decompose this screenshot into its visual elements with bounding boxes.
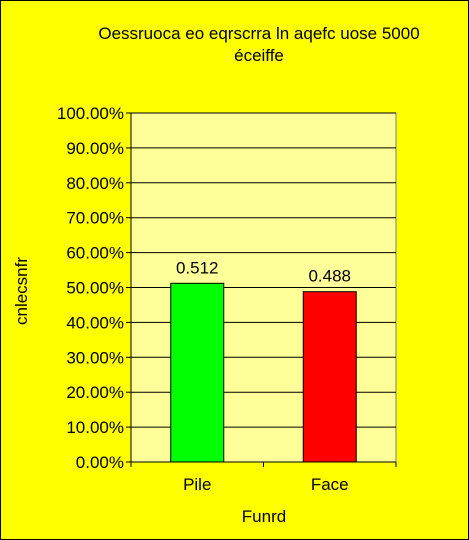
y-tick-label: 10.00% [66,418,124,437]
data-label: 0.488 [308,267,351,286]
bar-face [302,291,357,463]
x-axis-ticks: Pile Face [130,462,397,494]
y-tick-label: 20.00% [66,383,124,402]
x-axis-label: Funrd [242,507,286,526]
y-tick-label: 60.00% [66,244,124,263]
x-tick-label: Face [311,475,349,494]
y-tick-label: 90.00% [66,139,124,158]
data-label: 0.512 [176,258,219,277]
bar-pile [170,282,225,463]
chart-title-line-2: éceiffe [234,46,284,65]
y-tick-label: 50.00% [66,279,124,298]
y-axis-label: cnlecsnfr [12,257,31,325]
chart-title-line-1: Oessruoca eo eqrscrra ln aqefc uose 5000 [98,24,419,43]
y-tick-label: 80.00% [66,174,124,193]
y-axis-ticks: 0.00% 10.00% 20.00% 30.00% 40.00% 50.00% 60.00… [57,104,131,472]
y-tick-label: 30.00% [66,348,124,367]
y-tick-label: 40.00% [66,313,124,332]
y-tick-label: 0.00% [76,453,124,472]
x-tick-label: Pile [183,475,211,494]
y-tick-label: 100.00% [57,104,124,123]
y-tick-label: 70.00% [66,209,124,228]
